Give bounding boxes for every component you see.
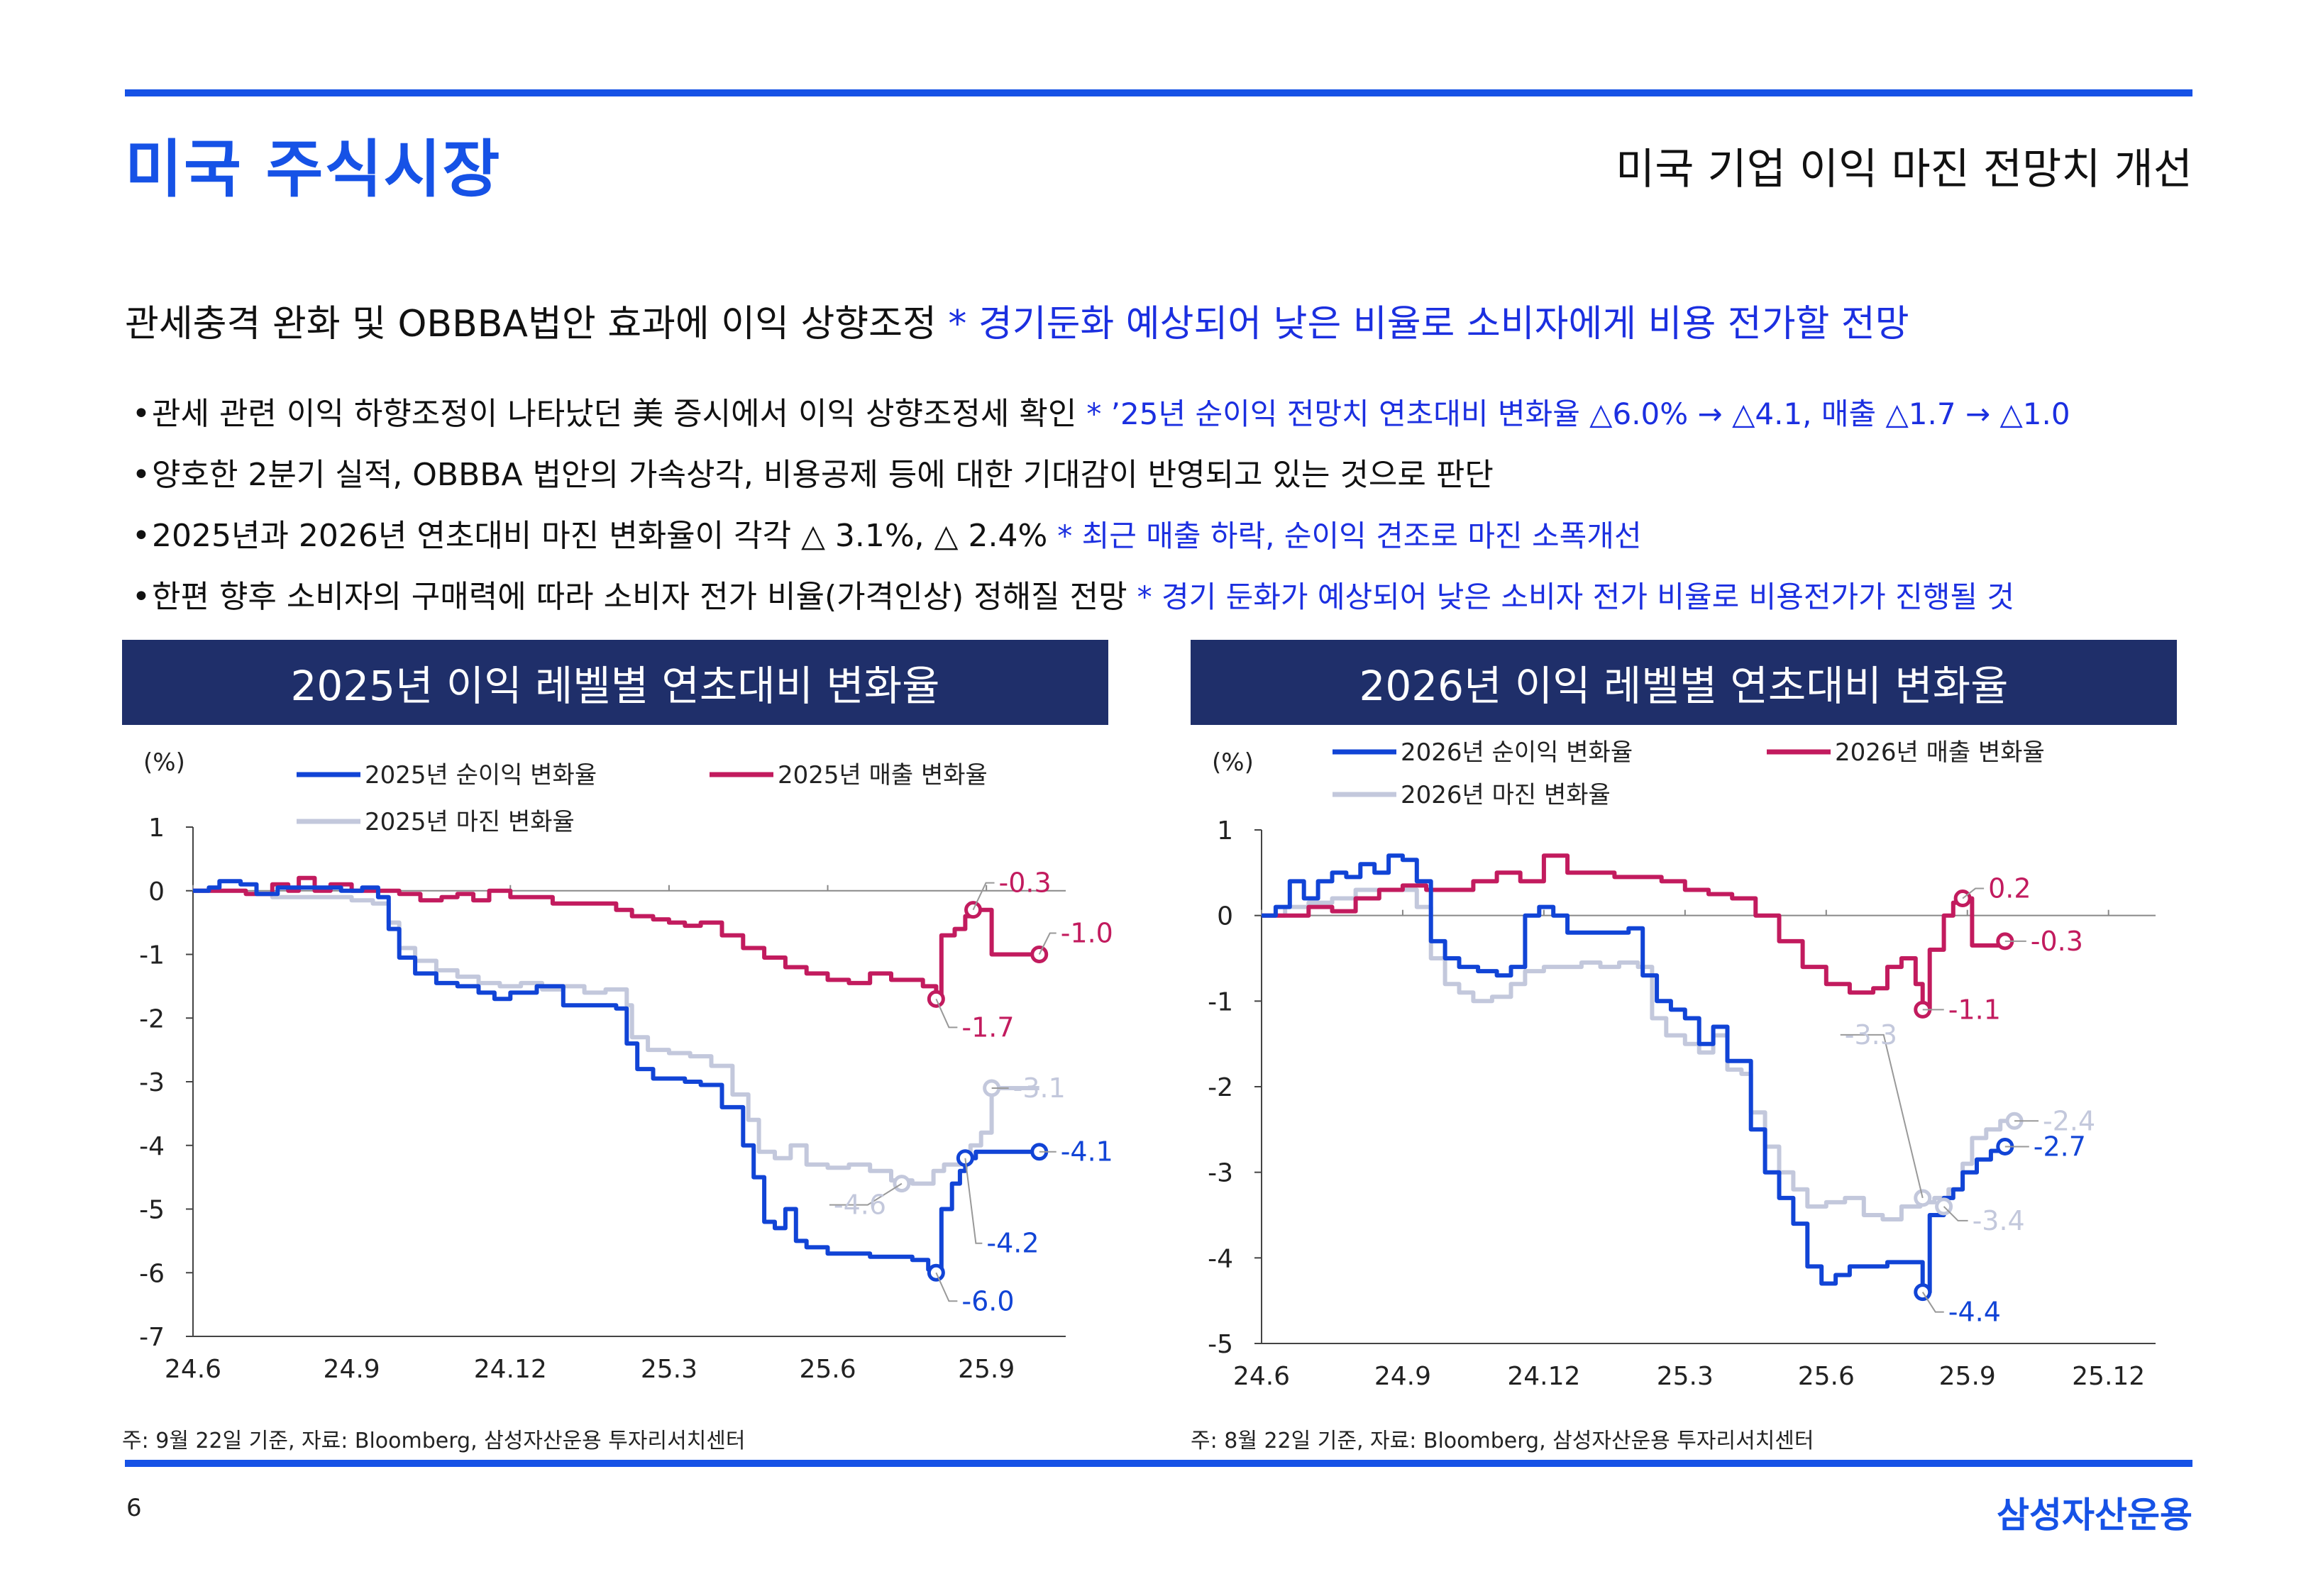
x-tick-label: 24.6 bbox=[1233, 1362, 1290, 1391]
x-tick-label: 24.12 bbox=[1507, 1362, 1580, 1391]
chart-2026: (%) 1 0 -1 -2 -3 -4 -524.6 24.9 24.12 25.3 25.6 25.9… bbox=[1208, 738, 2156, 1391]
data-label: -4.6 bbox=[834, 1190, 886, 1221]
data-label: -0.3 bbox=[999, 868, 1052, 899]
x-tick-label: 24.9 bbox=[324, 1355, 380, 1384]
data-label: -3.1 bbox=[1013, 1073, 1066, 1104]
bullet-text: 양호한 2분기 실적, OBBBA 법안의 가속상각, 비용공제 등에 대한 기… bbox=[152, 457, 1494, 493]
y-tick-label: -2 bbox=[139, 1004, 165, 1033]
headline-main: 관세충격 완화 및 OBBBA법안 효과에 이익 상향조정 bbox=[125, 303, 937, 345]
bullet-text: 2025년과 2026년 연초대비 마진 변화율이 각각 △ 3.1%, △ 2… bbox=[152, 518, 1048, 554]
y-tick-label: -4 bbox=[139, 1132, 165, 1161]
label-leader bbox=[935, 1272, 958, 1302]
bullet-note: * 경기 둔화가 예상되어 낮은 소비자 전가 비율로 비용전가가 진행될 것 bbox=[1137, 580, 2015, 614]
legend-label: 2025년 순이익 변화율 bbox=[365, 761, 597, 789]
x-tick-label: 25.9 bbox=[1939, 1362, 1996, 1391]
data-label: -1.7 bbox=[961, 1012, 1014, 1043]
series-line-1 bbox=[193, 879, 1039, 1275]
x-tick-label: 25.9 bbox=[958, 1355, 1015, 1384]
bullet-item: •양호한 2분기 실적, OBBBA 법안의 가속상각, 비용공제 등에 대한 … bbox=[132, 457, 1494, 493]
data-label: -6.0 bbox=[961, 1285, 1014, 1317]
x-tick-label: 24.12 bbox=[474, 1355, 547, 1384]
y-tick-label: -3 bbox=[1208, 1159, 1233, 1188]
y-tick-label: -1 bbox=[139, 941, 165, 970]
chart-1-title: 2025년 이익 레벨별 연초대비 변화율 bbox=[122, 640, 1108, 725]
x-tick-label: 24.9 bbox=[1374, 1362, 1431, 1391]
bullet-item: •관세 관련 이익 하향조정이 나타났던 美 증시에서 이익 상향조정세 확인 … bbox=[132, 396, 2070, 432]
data-label: -2.7 bbox=[2034, 1131, 2086, 1162]
bullet-text: 관세 관련 이익 하향조정이 나타났던 美 증시에서 이익 상향조정세 확인 bbox=[152, 396, 1077, 432]
y-tick-label: -7 bbox=[139, 1323, 165, 1352]
brand-logo: 삼성자산운용 bbox=[1997, 1495, 2192, 1536]
data-label: -2.4 bbox=[2043, 1105, 2095, 1136]
chart-1-source: 주: 9월 22일 기준, 자료: Bloomberg, 삼성자산운용 투자리서… bbox=[122, 1429, 746, 1453]
y-unit-label: (%) bbox=[143, 748, 185, 777]
data-marker bbox=[1914, 1189, 1932, 1207]
label-leader bbox=[1840, 1033, 1924, 1199]
y-tick-label: 1 bbox=[1217, 816, 1233, 846]
y-tick-label: -5 bbox=[1208, 1330, 1233, 1359]
page-number: 6 bbox=[126, 1494, 142, 1522]
legend-label: 2025년 매출 변화율 bbox=[778, 761, 988, 789]
headline: 관세충격 완화 및 OBBBA법안 효과에 이익 상향조정 * 경기둔화 예상되… bbox=[125, 294, 1909, 347]
label-leader bbox=[964, 1158, 983, 1244]
y-unit-label: (%) bbox=[1212, 748, 1254, 777]
page-title: 미국 주식시장 bbox=[125, 133, 502, 206]
bullet-list: •관세 관련 이익 하향조정이 나타났던 美 증시에서 이익 상향조정세 확인 … bbox=[132, 389, 2225, 633]
y-tick-label: 0 bbox=[1217, 902, 1233, 931]
data-label: 0.2 bbox=[1988, 873, 2031, 904]
x-tick-label: 24.6 bbox=[165, 1355, 221, 1384]
data-label: -4.2 bbox=[986, 1228, 1039, 1259]
data-marker bbox=[956, 1149, 974, 1168]
chart-2-title: 2026년 이익 레벨별 연초대비 변화율 bbox=[1191, 640, 2177, 725]
label-leader bbox=[829, 1182, 903, 1206]
y-tick-label: -1 bbox=[1208, 987, 1233, 1016]
y-tick-label: -6 bbox=[139, 1259, 165, 1288]
data-label: -4.1 bbox=[1061, 1136, 1113, 1168]
data-label: -3.4 bbox=[1973, 1205, 2025, 1236]
chart-2025: (%) 1 0 -1 -2 -3 -4 -5 -6 -724.6 24.9 24.12 25.3 25.6… bbox=[139, 748, 1113, 1384]
data-marker bbox=[927, 990, 945, 1008]
top-rule bbox=[125, 89, 2192, 96]
y-tick-label: -2 bbox=[1208, 1073, 1233, 1102]
data-label: -1.0 bbox=[1061, 918, 1113, 949]
series-line-3 bbox=[193, 888, 1039, 1186]
bullet-item: •한편 향후 소비자의 구매력에 따라 소비자 전가 비율(가격인상) 정해질 … bbox=[132, 579, 2015, 615]
label-leader bbox=[1962, 887, 1985, 899]
series-line-3 bbox=[1262, 887, 2015, 1221]
headline-note: * 경기둔화 예상되어 낮은 비율로 소비자에게 비용 전가할 전망 bbox=[948, 303, 1909, 345]
page-subtitle: 미국 기업 이익 마진 전망치 개선 bbox=[1616, 145, 2192, 194]
bullet-note: * 최근 매출 하락, 순이익 견조로 마진 소폭개선 bbox=[1057, 519, 1642, 553]
x-tick-label: 25.3 bbox=[641, 1355, 697, 1384]
data-marker bbox=[964, 901, 983, 919]
data-label: -1.1 bbox=[1948, 994, 2001, 1025]
data-label: -3.3 bbox=[1845, 1019, 1897, 1051]
legend-label: 2026년 마진 변화율 bbox=[1401, 781, 1611, 809]
label-leader bbox=[1921, 1292, 1944, 1313]
bottom-rule bbox=[125, 1460, 2192, 1467]
legend-label: 2026년 매출 변화율 bbox=[1835, 738, 2045, 767]
series-line-1 bbox=[1262, 853, 2007, 1295]
x-tick-label: 25.3 bbox=[1657, 1362, 1714, 1391]
y-tick-label: 1 bbox=[148, 814, 165, 843]
series-line-2 bbox=[1262, 853, 2007, 1012]
label-leader bbox=[1038, 932, 1057, 955]
y-tick-label: 0 bbox=[148, 877, 165, 907]
y-tick-label: -5 bbox=[139, 1196, 165, 1225]
bullet-text: 한편 향후 소비자의 구매력에 따라 소비자 전가 비율(가격인상) 정해질 전… bbox=[152, 579, 1127, 615]
x-tick-label: 25.6 bbox=[1798, 1362, 1855, 1391]
legend-label: 2025년 마진 변화율 bbox=[365, 808, 575, 836]
bullet-note: * ’25년 순이익 전망치 연초대비 변화율 △6.0% → △4.1, 매출… bbox=[1086, 397, 2070, 431]
label-leader bbox=[935, 998, 958, 1029]
label-leader bbox=[1943, 1206, 1968, 1221]
data-label: -4.4 bbox=[1948, 1297, 2001, 1328]
legend-label: 2026년 순이익 변화율 bbox=[1401, 738, 1633, 767]
y-tick-label: -3 bbox=[139, 1068, 165, 1097]
label-leader bbox=[972, 882, 995, 911]
y-tick-label: -4 bbox=[1208, 1244, 1233, 1273]
x-tick-label: 25.12 bbox=[2072, 1362, 2145, 1391]
bullet-item: •2025년과 2026년 연초대비 마진 변화율이 각각 △ 3.1%, △ … bbox=[132, 518, 1642, 554]
data-label: -0.3 bbox=[2031, 926, 2083, 957]
chart-2-source: 주: 8월 22일 기준, 자료: Bloomberg, 삼성자산운용 투자리서… bbox=[1191, 1429, 1814, 1453]
x-tick-label: 25.6 bbox=[799, 1355, 856, 1384]
